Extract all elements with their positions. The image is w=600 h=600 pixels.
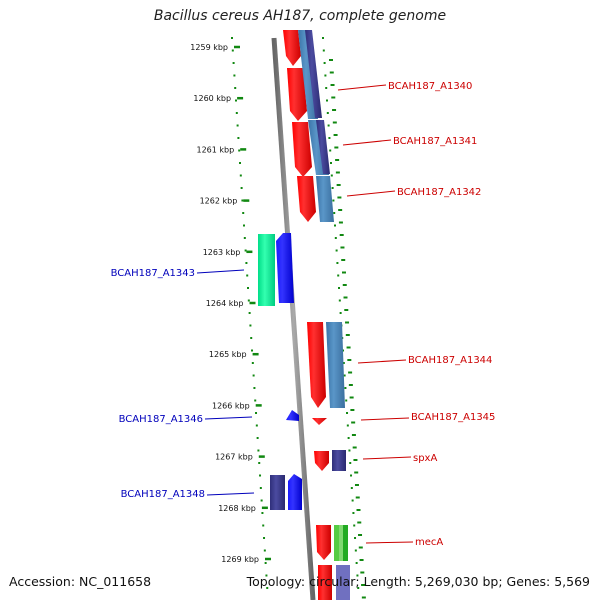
- gene-label: BCAH187_A1346: [119, 414, 203, 425]
- ruler-label: 1265 kbp: [209, 350, 247, 359]
- accession-label: Accession: NC_011658: [9, 574, 152, 589]
- cds-red-block: [318, 565, 332, 600]
- gene-label: mecA: [415, 537, 443, 548]
- genome-summary: Topology: circular; Length: 5,269,030 bp…: [246, 574, 590, 589]
- gene-label: spxA: [413, 453, 437, 464]
- cds-red-arrow: [307, 322, 326, 408]
- cds-red-arrow: [316, 525, 331, 560]
- cds-green-block: [334, 525, 339, 561]
- cds-red-arrow: [312, 418, 327, 425]
- ruler-label: 1268 kbp: [218, 504, 256, 513]
- cds-blue-arrow: [288, 474, 302, 510]
- cds-green-block: [343, 525, 348, 561]
- cds-purple-block: [305, 30, 322, 118]
- gene-label: BCAH187_A1342: [397, 187, 481, 198]
- ruler-label: 1267 kbp: [215, 453, 253, 462]
- ruler-label: 1262 kbp: [200, 197, 238, 206]
- gene-label: BCAH187_A1341: [393, 136, 477, 147]
- track-boundary-dots: [231, 37, 366, 599]
- cds-red-arrow: [283, 30, 301, 66]
- leader-lines: [196, 84, 414, 544]
- cds-red-arrow: [287, 68, 307, 121]
- cds-purple-block: [332, 450, 346, 471]
- gene-label: BCAH187_A1348: [121, 489, 205, 500]
- ruler-label: 1263 kbp: [203, 248, 241, 257]
- cds-red-arrow: [292, 122, 312, 177]
- cds-features: [258, 30, 350, 600]
- ruler-label: 1259 kbp: [190, 43, 228, 52]
- ruler-label: 1269 kbp: [221, 555, 259, 564]
- cds-blue-arrow: [276, 233, 294, 303]
- cds-purple-block: [270, 475, 285, 510]
- cds-red-arrow: [314, 451, 329, 471]
- ruler-label: 1264 kbp: [206, 299, 244, 308]
- cds-purple-block: [316, 120, 330, 174]
- genome-backbone: [271, 37, 316, 600]
- coordinate-ruler: 1259 kbp 1260 kbp 1261 kbp 1262 kbp 1263 kbp…: [190, 43, 271, 564]
- ruler-label: 1266 kbp: [212, 401, 250, 410]
- gene-labels: BCAH187_A1340 BCAH187_A1341 BCAH187_A134…: [111, 81, 496, 548]
- ruler-label: 1260 kbp: [193, 94, 231, 103]
- cds-green-block: [339, 525, 343, 561]
- gene-label: BCAH187_A1344: [408, 355, 492, 366]
- ruler-label: 1261 kbp: [196, 145, 234, 154]
- cds-steel-block: [326, 322, 345, 408]
- cds-steel-block: [316, 176, 334, 222]
- gene-label: BCAH187_A1340: [388, 81, 472, 92]
- gene-label: BCAH187_A1345: [411, 412, 495, 423]
- gene-label: BCAH187_A1343: [111, 268, 195, 279]
- cds-blue-arrow: [286, 410, 299, 421]
- cds-red-arrow: [297, 176, 316, 222]
- cds-purple-block: [336, 565, 350, 600]
- cds-teal-block: [258, 234, 275, 306]
- page-title: Bacillus cereus AH187, complete genome: [153, 8, 447, 24]
